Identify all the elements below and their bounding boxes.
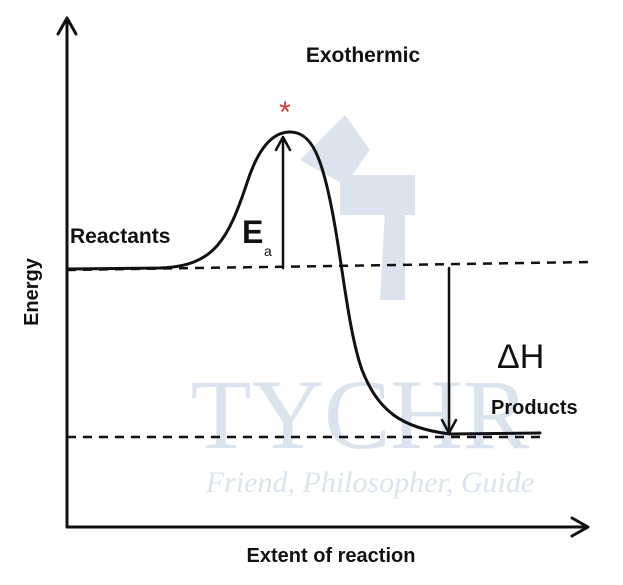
transition-state-marker: * bbox=[279, 96, 291, 129]
watermark-tagline: Friend, Philosopher, Guide bbox=[205, 466, 534, 499]
y-axis-label: Energy bbox=[21, 257, 43, 326]
activation-energy-symbol: E bbox=[242, 214, 263, 250]
watermark-brand: TYCHR bbox=[191, 359, 530, 470]
products-label: Products bbox=[491, 397, 578, 419]
activation-energy-arrow bbox=[274, 135, 292, 270]
x-axis-label: Extent of reaction bbox=[247, 545, 416, 567]
axes bbox=[56, 16, 590, 538]
enthalpy-change-arrow bbox=[440, 266, 458, 435]
activation-energy-subscript: a bbox=[264, 243, 272, 259]
reactants-label: Reactants bbox=[70, 225, 170, 248]
diagram-title: Exothermic bbox=[306, 44, 421, 67]
y-axis-arrowhead bbox=[56, 16, 78, 36]
reaction-curve bbox=[65, 130, 542, 436]
watermark-logo bbox=[300, 115, 415, 300]
x-axis-arrowhead bbox=[570, 516, 590, 538]
watermark: TYCHR Friend, Philosopher, Guide bbox=[191, 115, 534, 499]
enthalpy-change-label: ΔH bbox=[497, 338, 544, 376]
